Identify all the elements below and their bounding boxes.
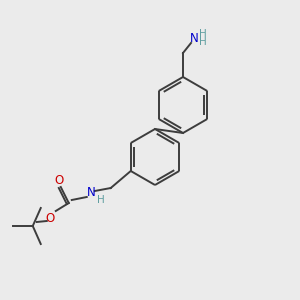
Text: O: O xyxy=(45,212,54,224)
Text: O: O xyxy=(54,173,63,187)
Text: H: H xyxy=(97,195,105,205)
Text: N: N xyxy=(86,185,95,199)
Text: N: N xyxy=(190,32,198,46)
Text: H: H xyxy=(199,37,207,47)
Text: H: H xyxy=(199,29,207,39)
